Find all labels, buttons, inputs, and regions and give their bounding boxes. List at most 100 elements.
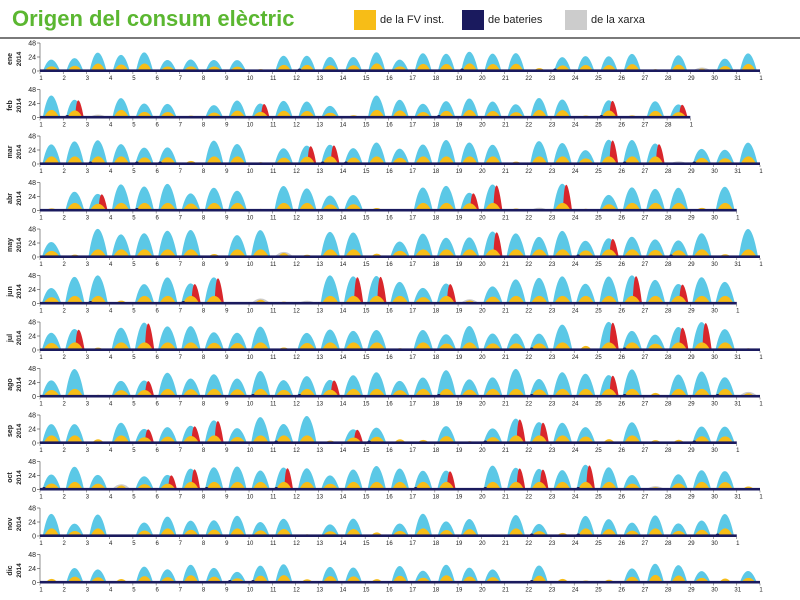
surplus-area: [367, 142, 386, 164]
x-tick-label: 8: [202, 262, 206, 268]
pv-area: [600, 295, 618, 304]
x-tick-label: 4: [109, 402, 113, 408]
month-label: feb: [7, 100, 14, 111]
pv-area: [508, 63, 524, 71]
x-tick-label: 15: [363, 402, 370, 408]
pv-area: [624, 249, 641, 257]
pv-area: [577, 295, 595, 304]
pv-area: [159, 202, 176, 211]
x-tick-label: 17: [409, 216, 416, 222]
surplus-area: [343, 375, 364, 397]
pv-area: [578, 528, 594, 536]
x-tick-label: 20: [479, 495, 486, 501]
surplus-area: [157, 326, 178, 350]
pv-area: [66, 342, 84, 350]
x-tick-label: 3: [86, 123, 90, 129]
x-tick-label: 15: [363, 262, 370, 268]
year-label: 2014: [16, 330, 23, 345]
x-tick-label: 25: [595, 309, 602, 315]
pv-area: [299, 435, 316, 443]
pv-area: [90, 156, 106, 164]
x-tick-label: 7: [179, 355, 183, 361]
x-tick-label: 11: [270, 76, 277, 82]
x-tick-label: 29: [688, 588, 695, 594]
surplus-area: [65, 466, 85, 490]
pv-area: [275, 435, 292, 443]
x-tick-label: 29: [688, 541, 695, 547]
x-tick-label: 7: [179, 495, 183, 501]
month-label: oct: [7, 472, 14, 483]
x-tick-label: 28: [665, 169, 672, 175]
month-label: dic: [7, 565, 14, 575]
x-tick-label: 29: [688, 169, 695, 175]
x-tick-label: 5: [132, 588, 136, 594]
x-tick-label: 21: [502, 402, 509, 408]
x-tick-label: 9: [225, 216, 229, 222]
x-tick-label: 17: [409, 402, 416, 408]
x-tick-label: 24: [572, 123, 579, 129]
x-tick-label: 30: [711, 402, 718, 408]
x-tick-label: 9: [225, 495, 229, 501]
x-tick-label: 19: [456, 169, 463, 175]
x-tick-label: 6: [155, 588, 159, 594]
pv-area: [89, 249, 107, 257]
pv-area: [623, 295, 641, 304]
pv-area: [43, 435, 60, 443]
x-tick-label: 20: [479, 123, 486, 129]
x-tick-label: 25: [595, 588, 602, 594]
x-tick-label: 12: [293, 123, 300, 129]
x-tick-label: 13: [316, 309, 323, 315]
battery-baseline: [40, 69, 760, 72]
year-label: 2014: [16, 516, 23, 531]
x-tick-label: 22: [525, 402, 532, 408]
pv-area: [113, 109, 129, 118]
y-tick-label: 48: [28, 41, 36, 48]
pv-area: [508, 528, 524, 536]
x-tick-label: 10: [247, 588, 254, 594]
pv-area: [485, 481, 501, 490]
x-tick-label: 23: [549, 169, 556, 175]
pv-area: [671, 575, 686, 583]
x-tick-label: 16: [386, 541, 393, 547]
x-tick-label: 13: [316, 355, 323, 361]
x-tick-label: 19: [456, 541, 463, 547]
surplus-area: [65, 276, 85, 304]
x-tick-label: 27: [642, 541, 649, 547]
x-tick-label: 26: [618, 355, 625, 361]
pv-area: [670, 250, 687, 257]
x-tick-label: 1: [39, 309, 43, 315]
pv-area: [136, 202, 153, 211]
x-tick-label: 6: [155, 76, 159, 82]
year-label: 2014: [16, 98, 23, 113]
x-tick-label: 24: [572, 216, 579, 222]
x-tick-label: 27: [642, 262, 649, 268]
x-tick-label: 1: [736, 448, 740, 454]
surplus-area: [42, 95, 61, 118]
battery-baseline: [40, 534, 737, 537]
x-tick-label: 6: [155, 355, 159, 361]
pv-area: [531, 481, 548, 490]
x-tick-label: 14: [340, 355, 347, 361]
x-tick-label: 15: [363, 355, 370, 361]
surplus-area: [89, 514, 107, 536]
surplus-area: [227, 235, 248, 257]
pv-area: [484, 343, 502, 350]
x-tick-label: 8: [202, 402, 206, 408]
pv-area: [299, 202, 316, 211]
pv-area: [415, 156, 432, 164]
x-tick-label: 29: [688, 402, 695, 408]
pv-area: [577, 388, 595, 397]
x-tick-label: 21: [502, 76, 509, 82]
surplus-area: [228, 466, 247, 490]
x-tick-label: 12: [293, 262, 300, 268]
x-tick-label: 31: [734, 169, 741, 175]
surplus-area: [552, 230, 573, 257]
pv-area: [554, 388, 571, 397]
x-tick-label: 17: [409, 448, 416, 454]
x-tick-label: 30: [711, 262, 718, 268]
